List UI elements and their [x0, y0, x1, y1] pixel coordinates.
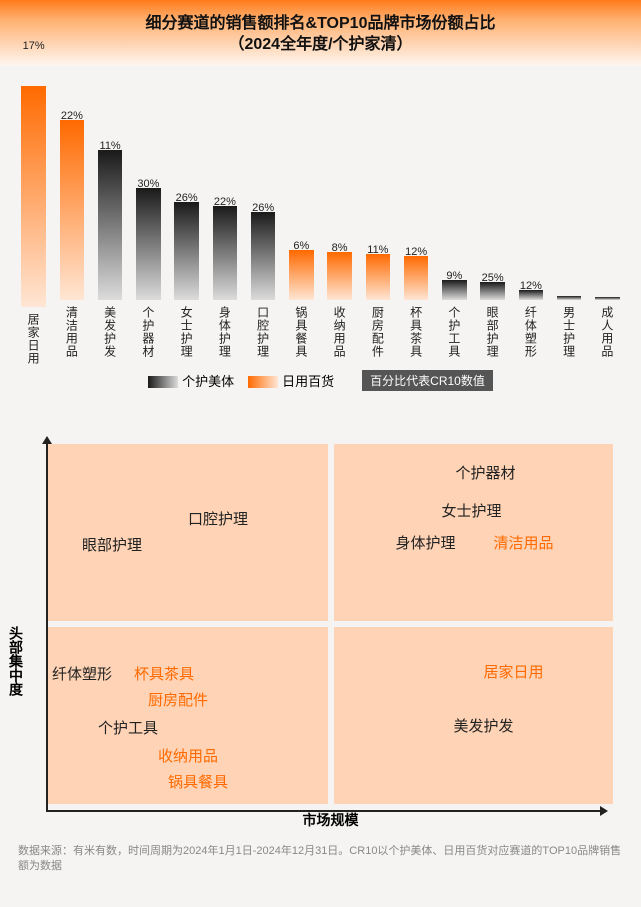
bar-percent: 9% [446, 270, 462, 282]
bar-slot: 25% 眼部护理 [475, 86, 510, 366]
bar-slot: 22% 清洁用品 [54, 86, 89, 366]
bar-rect [213, 206, 238, 300]
quadrant-item: 清洁用品 [494, 532, 554, 553]
quad-bottom-left: 纤体塑形 杯具茶具厨房配件个护工具收纳用品锅具餐具 [48, 627, 328, 804]
bar-percent: 22% [61, 110, 83, 122]
title-line2: （2024全年度/个护家清） [10, 35, 631, 56]
bar-slot: 26% 女士护理 [169, 86, 204, 366]
quadrant-item: 女士护理 [442, 500, 502, 521]
quadrant-item: 纤体塑形 [52, 663, 112, 684]
bar-percent: 17% [23, 40, 45, 52]
legend-swatch [248, 376, 278, 388]
bar-rect [174, 202, 199, 300]
bar-slot: 22% 身体护理 [207, 86, 242, 366]
bar-rect [366, 254, 391, 300]
bar-percent: 6% [293, 240, 309, 252]
bar-label: 杯具茶具 [408, 306, 425, 366]
quadrant-item: 身体护理 [396, 532, 456, 553]
bar-slot: 12% 杯具茶具 [399, 86, 434, 366]
quadrant-item: 眼部护理 [82, 534, 142, 555]
bar-label: 厨房配件 [369, 306, 386, 366]
quadrant-item: 厨房配件 [148, 689, 208, 710]
bar-label: 美发护发 [102, 306, 119, 366]
bar-slot: 17%居家日用 [16, 86, 51, 366]
bar-rect [595, 297, 620, 300]
bar-label: 身体护理 [216, 306, 233, 366]
chart-header: 细分赛道的销售额排名&TOP10品牌市场份额占比 （2024全年度/个护家清） [0, 0, 641, 66]
bar-rect [251, 212, 276, 300]
footnote: 数据来源：有米有数，时间周期为2024年1月1日-2024年12月31日。CR1… [0, 834, 641, 875]
legend-label: 日用百货 [282, 374, 334, 389]
quad-top-left: 眼部护理 口腔护理 [48, 444, 328, 621]
bar-label: 纤体塑形 [522, 306, 539, 366]
bar-percent: 8% [332, 242, 348, 254]
bar-slot: 8% 收纳用品 [322, 86, 357, 366]
bar-percent: 22% [214, 196, 236, 208]
quadrant-item: 杯具茶具 [134, 663, 194, 684]
bar-percent: 25% [482, 272, 504, 284]
quadrant-chart: 头部集中度 眼部护理 口腔护理 个护器材女士护理身体护理 清洁用品 纤体塑形 杯具茶具… [0, 426, 641, 834]
bar-slot: 26% 口腔护理 [246, 86, 281, 366]
bar-label: 眼部护理 [484, 306, 501, 366]
bar-rect [136, 188, 161, 300]
bar-slot: 9% 个护工具 [437, 86, 472, 366]
bar-slot: 成人用品 [590, 86, 625, 366]
bar-rect [289, 250, 314, 300]
bar-percent: 11% [100, 140, 121, 152]
bar-percent: 26% [252, 202, 274, 214]
quadrant-item: 居家日用 [484, 661, 544, 682]
bar-label: 居家日用 [25, 313, 42, 366]
quad-top-right: 个护器材女士护理身体护理 清洁用品 [334, 444, 614, 621]
bar-rect [557, 296, 582, 300]
bar-rect [480, 282, 505, 300]
quadrant-item: 个护器材 [456, 462, 516, 483]
bar-percent: 12% [405, 246, 427, 258]
bar-rect [21, 86, 46, 307]
quadrant-item: 锅具餐具 [168, 771, 228, 792]
bar-label: 个护器材 [140, 306, 157, 366]
bar-label: 口腔护理 [255, 306, 272, 366]
bar-label: 清洁用品 [63, 306, 80, 366]
y-axis-label: 头部集中度 [6, 626, 26, 696]
title-line1: 细分赛道的销售额排名&TOP10品牌市场份额占比 [10, 14, 631, 35]
quadrant-grid: 眼部护理口腔护理 个护器材女士护理身体护理清洁用品 纤体塑形杯具茶具厨房配件个护… [48, 444, 613, 804]
bar-slot: 11% 美发护发 [93, 86, 128, 366]
legend-note: 百分比代表CR10数值 [362, 370, 493, 391]
bar-percent: 11% [367, 244, 388, 256]
bar-rect [442, 280, 467, 300]
bar-slot: 男士护理 [552, 86, 587, 366]
x-axis-label: 市场规模 [48, 810, 613, 830]
legend-items: 个护美体 日用百货 [148, 371, 348, 390]
bar-slot: 11% 厨房配件 [360, 86, 395, 366]
quad-bottom-right: 居家日用美发护发 [334, 627, 614, 804]
bar-percent: 30% [137, 178, 159, 190]
bar-label: 女士护理 [178, 306, 195, 366]
legend-label: 个护美体 [182, 374, 234, 389]
bar-slot: 30% 个护器材 [131, 86, 166, 366]
bar-percent: 12% [520, 280, 542, 292]
bar-slot: 6% 锅具餐具 [284, 86, 319, 366]
quadrant-item: 收纳用品 [158, 745, 218, 766]
bar-label: 锅具餐具 [293, 306, 310, 366]
bar-rect [327, 252, 352, 300]
bar-rect [98, 150, 123, 300]
legend: 个护美体 日用百货 百分比代表CR10数值 [10, 370, 631, 391]
x-axis-arrow [46, 810, 606, 812]
bar-percent: 26% [176, 192, 198, 204]
bar-rect [404, 256, 429, 300]
bar-chart: 17%居家日用 22% 清洁用品 11% 美发护发 30% 个护器材 26% 女士护理 22% 身体… [0, 66, 641, 426]
quadrant-item: 个护工具 [98, 717, 158, 738]
legend-swatch [148, 376, 178, 388]
bar-label: 男士护理 [561, 306, 578, 366]
quadrant-item: 美发护发 [454, 715, 514, 736]
bar-slot: 12% 纤体塑形 [513, 86, 548, 366]
bars-row: 17%居家日用 22% 清洁用品 11% 美发护发 30% 个护器材 26% 女士护理 22% 身体… [10, 86, 631, 366]
bar-rect [60, 120, 85, 300]
bar-label: 成人用品 [599, 306, 616, 366]
bar-label: 个护工具 [446, 306, 463, 366]
quadrant-item: 口腔护理 [188, 508, 248, 529]
bar-label: 收纳用品 [331, 306, 348, 366]
